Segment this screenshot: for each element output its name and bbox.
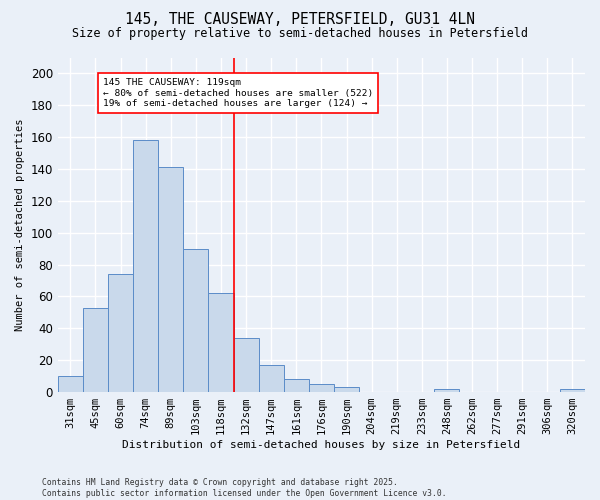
Bar <box>284 380 309 392</box>
Bar <box>309 384 334 392</box>
Text: 145, THE CAUSEWAY, PETERSFIELD, GU31 4LN: 145, THE CAUSEWAY, PETERSFIELD, GU31 4LN <box>125 12 475 28</box>
Bar <box>83 308 108 392</box>
Bar <box>233 338 259 392</box>
Bar <box>334 388 359 392</box>
Bar <box>184 248 208 392</box>
Bar <box>259 365 284 392</box>
Bar <box>58 376 83 392</box>
Text: 145 THE CAUSEWAY: 119sqm
← 80% of semi-detached houses are smaller (522)
19% of : 145 THE CAUSEWAY: 119sqm ← 80% of semi-d… <box>103 78 373 108</box>
Bar <box>434 389 460 392</box>
Bar <box>560 389 585 392</box>
Text: Size of property relative to semi-detached houses in Petersfield: Size of property relative to semi-detach… <box>72 28 528 40</box>
Bar <box>158 168 184 392</box>
Bar <box>108 274 133 392</box>
Bar <box>133 140 158 392</box>
X-axis label: Distribution of semi-detached houses by size in Petersfield: Distribution of semi-detached houses by … <box>122 440 521 450</box>
Y-axis label: Number of semi-detached properties: Number of semi-detached properties <box>15 118 25 331</box>
Bar <box>208 294 233 392</box>
Text: Contains HM Land Registry data © Crown copyright and database right 2025.
Contai: Contains HM Land Registry data © Crown c… <box>42 478 446 498</box>
